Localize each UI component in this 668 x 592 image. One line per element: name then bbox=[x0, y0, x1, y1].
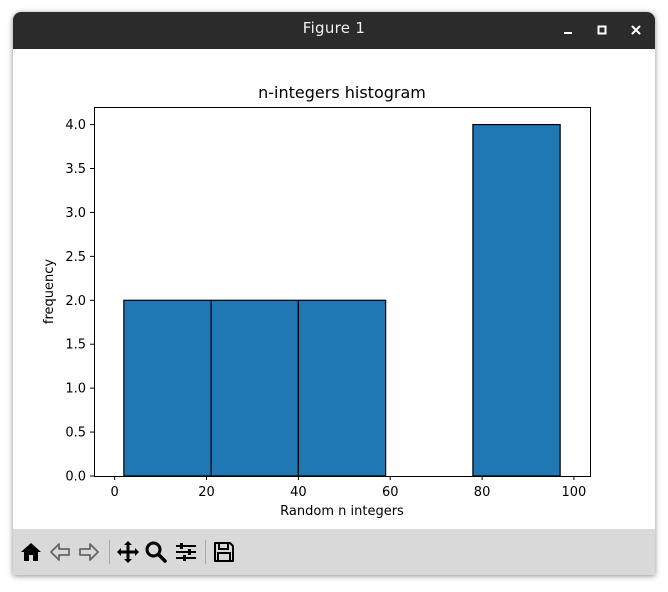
bars-layer bbox=[123, 123, 561, 477]
pan-button[interactable] bbox=[115, 539, 141, 565]
home-icon bbox=[21, 543, 41, 561]
x-axis-label: Random n integers bbox=[280, 504, 404, 519]
save-icon bbox=[214, 542, 234, 562]
y-tick-label: 0.5 bbox=[65, 426, 86, 441]
home-button[interactable] bbox=[18, 539, 44, 565]
forward-icon bbox=[79, 543, 99, 561]
y-tick-label: 4.0 bbox=[65, 118, 86, 133]
y-axis-label: frequency bbox=[42, 259, 57, 325]
maximize-button[interactable] bbox=[589, 18, 615, 42]
minimize-icon bbox=[564, 32, 572, 34]
maximize-icon bbox=[597, 25, 607, 35]
x-tick-label: 100 bbox=[562, 485, 587, 500]
histogram-bar bbox=[297, 299, 387, 477]
back-button[interactable] bbox=[47, 539, 73, 565]
histogram-bar bbox=[472, 123, 561, 477]
x-tick-label: 0 bbox=[111, 485, 119, 500]
ticks-layer: 0 20 40 60 80 100 0.0 0.5 1.0 1.5 2.0 2.5 3.0 3.5 4.0 bbox=[65, 118, 586, 500]
x-tick-label: 60 bbox=[382, 485, 399, 500]
y-tick-label: 1.5 bbox=[65, 338, 86, 353]
close-button[interactable] bbox=[623, 18, 649, 42]
configure-subplots-icon bbox=[176, 543, 196, 561]
x-tick-label: 20 bbox=[198, 485, 215, 500]
chart-title: n-integers histogram bbox=[258, 83, 426, 102]
navigation-toolbar bbox=[13, 529, 655, 575]
title-bar[interactable]: Figure 1 bbox=[13, 12, 655, 49]
y-tick-label: 2.5 bbox=[65, 250, 86, 265]
y-tick-label: 0.0 bbox=[65, 470, 86, 485]
histogram-bar bbox=[123, 299, 212, 477]
axes-frame bbox=[94, 107, 591, 477]
y-tick-label: 3.0 bbox=[65, 206, 86, 221]
save-button[interactable] bbox=[211, 539, 237, 565]
toolbar-separator bbox=[109, 540, 110, 564]
figure-window: Figure 1 0 20 40 60 80 100 0.0 0.5 1.0 1.5 2.0 2.5 3… bbox=[13, 12, 655, 575]
pan-icon bbox=[117, 541, 139, 563]
zoom-button[interactable] bbox=[143, 539, 169, 565]
y-tick-label: 2.0 bbox=[65, 294, 86, 309]
figure-canvas[interactable]: 0 20 40 60 80 100 0.0 0.5 1.0 1.5 2.0 2.5 3.0 3.5 4.0 … bbox=[13, 49, 655, 529]
zoom-icon bbox=[145, 541, 167, 563]
window-title: Figure 1 bbox=[302, 19, 366, 37]
x-tick-label: 80 bbox=[474, 485, 491, 500]
histogram-bar bbox=[210, 299, 299, 477]
y-tick-label: 3.5 bbox=[65, 162, 86, 177]
configure-subplots-button[interactable] bbox=[173, 539, 199, 565]
forward-button[interactable] bbox=[76, 539, 102, 565]
back-icon bbox=[50, 543, 70, 561]
x-tick-label: 40 bbox=[290, 485, 307, 500]
toolbar-separator bbox=[205, 540, 206, 564]
y-tick-label: 1.0 bbox=[65, 382, 86, 397]
histogram-chart: 0 20 40 60 80 1000.00.51.01.52.02.53.03.54.0 … bbox=[42, 83, 591, 519]
close-icon bbox=[631, 25, 641, 35]
minimize-button[interactable] bbox=[555, 18, 581, 42]
